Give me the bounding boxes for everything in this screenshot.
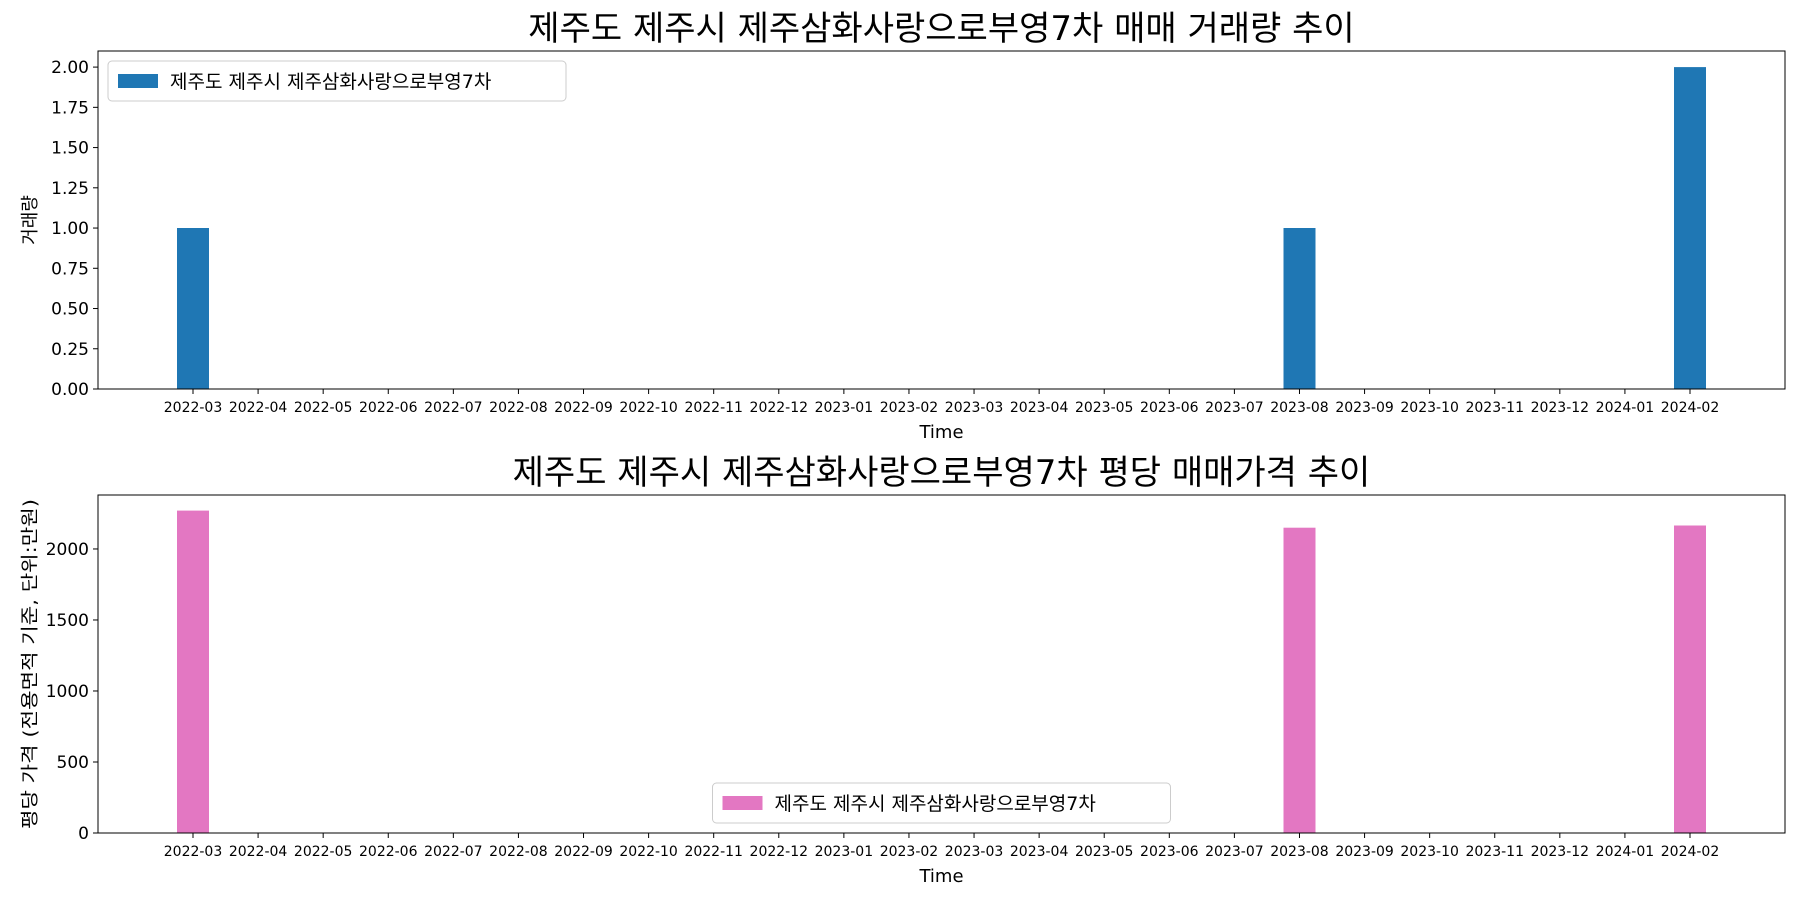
x-tick-label: 2022-04 xyxy=(229,844,288,860)
y-tick-label: 2.00 xyxy=(51,58,89,78)
x-axis-label: Time xyxy=(918,422,963,443)
legend: 제주도 제주시 제주삼화사랑으로부영7차 xyxy=(712,782,1171,824)
chart-title: 제주도 제주시 제주삼화사랑으로부영7차 평당 매매가격 추이 xyxy=(513,453,1371,493)
bar-2023-08 xyxy=(1283,527,1316,833)
x-tick-label: 2023-01 xyxy=(815,844,874,860)
x-tick-label: 2023-07 xyxy=(1205,844,1264,860)
x-tick-label: 2023-05 xyxy=(1075,844,1134,860)
y-tick-label: 0 xyxy=(78,824,89,844)
y-tick-label: 1000 xyxy=(46,682,89,702)
x-tick-label: 2022-09 xyxy=(554,400,613,416)
legend-swatch xyxy=(722,796,763,810)
plot-frame xyxy=(97,50,1786,390)
x-tick-label: 2022-06 xyxy=(359,400,418,416)
x-tick-label: 2022-08 xyxy=(489,400,548,416)
x-tick-label: 2022-03 xyxy=(164,400,223,416)
y-tick-label: 0.75 xyxy=(51,259,89,279)
legend-swatch xyxy=(118,74,158,88)
x-tick-label: 2023-02 xyxy=(880,400,939,416)
x-tick-label: 2023-10 xyxy=(1400,400,1459,416)
x-tick-label: 2023-07 xyxy=(1205,400,1264,416)
x-tick-label: 2023-04 xyxy=(1010,844,1069,860)
x-tick-label: 2023-03 xyxy=(945,400,1004,416)
x-tick-label: 2022-04 xyxy=(229,400,288,416)
x-tick-label: 2023-02 xyxy=(880,844,939,860)
x-tick-label: 2023-09 xyxy=(1335,400,1394,416)
x-tick-label: 2023-08 xyxy=(1270,400,1329,416)
x-tick-label: 2022-12 xyxy=(750,400,809,416)
x-tick-label: 2023-12 xyxy=(1531,844,1590,860)
chart-1: 0.00 0.25 0.50 0.75 1.00 1.25 1.50 1.75 2.00 2022… xyxy=(20,9,1786,443)
bar-2022-03 xyxy=(177,510,209,833)
x-tick-label: 2022-11 xyxy=(684,844,743,860)
x-tick-label: 2022-10 xyxy=(619,400,678,416)
x-tick-label: 2022-10 xyxy=(619,844,678,860)
x-tick-label: 2023-08 xyxy=(1270,844,1329,860)
x-tick-label: 2022-08 xyxy=(489,844,548,860)
bar-2024-02 xyxy=(1674,525,1706,833)
x-tick-label: 2022-11 xyxy=(684,400,743,416)
y-tick-label: 1500 xyxy=(46,611,89,631)
x-tick-label: 2022-06 xyxy=(359,844,418,860)
x-tick-label: 2023-11 xyxy=(1465,400,1524,416)
x-tick-label: 2023-05 xyxy=(1075,400,1134,416)
plot-frame xyxy=(97,494,1786,834)
y-axis-label: 거래량 xyxy=(20,195,41,245)
y-tick-label: 2000 xyxy=(46,540,89,560)
legend: 제주도 제주시 제주삼화사랑으로부영7차 xyxy=(107,60,567,102)
x-tick-label: 2022-05 xyxy=(294,400,353,416)
bar-2024-02 xyxy=(1674,67,1706,389)
y-tick-label: 500 xyxy=(57,753,89,773)
x-tick-label: 2023-01 xyxy=(815,400,874,416)
y-tick-label: 1.75 xyxy=(51,98,89,118)
x-tick-label: 2024-01 xyxy=(1596,400,1655,416)
x-tick-label: 2023-12 xyxy=(1531,400,1590,416)
y-tick-label: 1.50 xyxy=(51,139,89,159)
bar-2022-03 xyxy=(177,228,209,389)
x-tick-label: 2022-12 xyxy=(750,844,809,860)
y-tick-label: 1.00 xyxy=(51,219,89,239)
x-tick-label: 2023-06 xyxy=(1140,400,1199,416)
x-tick-label: 2022-07 xyxy=(424,844,483,860)
x-tick-label: 2023-10 xyxy=(1400,844,1459,860)
x-axis-label: Time xyxy=(918,866,963,887)
x-tick-label: 2024-02 xyxy=(1661,844,1720,860)
x-tick-label: 2022-03 xyxy=(164,844,223,860)
chart-2: 0 500 1000 1500 2000 2022-03 2022-04 2022-05 202… xyxy=(20,453,1786,887)
x-tick-label: 2023-09 xyxy=(1335,844,1394,860)
x-tick-label: 2023-11 xyxy=(1465,844,1524,860)
legend-box xyxy=(712,782,1171,824)
legend-label: 제주도 제주시 제주삼화사랑으로부영7차 xyxy=(170,71,491,93)
chart-title: 제주도 제주시 제주삼화사랑으로부영7차 매매 거래량 추이 xyxy=(528,9,1354,49)
legend-box xyxy=(107,60,567,102)
x-tick-label: 2022-05 xyxy=(294,844,353,860)
x-tick-label: 2023-04 xyxy=(1010,400,1069,416)
x-tick-label: 2022-09 xyxy=(554,844,613,860)
x-tick-label: 2024-01 xyxy=(1596,844,1655,860)
y-axis-label: 평당 가격 (전용면적 기준, 단위:만원) xyxy=(20,499,41,829)
y-tick-label: 0.25 xyxy=(51,340,89,360)
x-tick-label: 2022-07 xyxy=(424,400,483,416)
x-tick-label: 2023-03 xyxy=(945,844,1004,860)
y-tick-label: 0.50 xyxy=(51,300,89,320)
bar-2023-08 xyxy=(1283,228,1316,389)
x-tick-label: 2023-06 xyxy=(1140,844,1199,860)
x-tick-label: 2024-02 xyxy=(1661,400,1720,416)
legend-label: 제주도 제주시 제주삼화사랑으로부영7차 xyxy=(775,793,1096,815)
y-tick-label: 0.00 xyxy=(51,380,89,400)
y-tick-label: 1.25 xyxy=(51,179,89,199)
